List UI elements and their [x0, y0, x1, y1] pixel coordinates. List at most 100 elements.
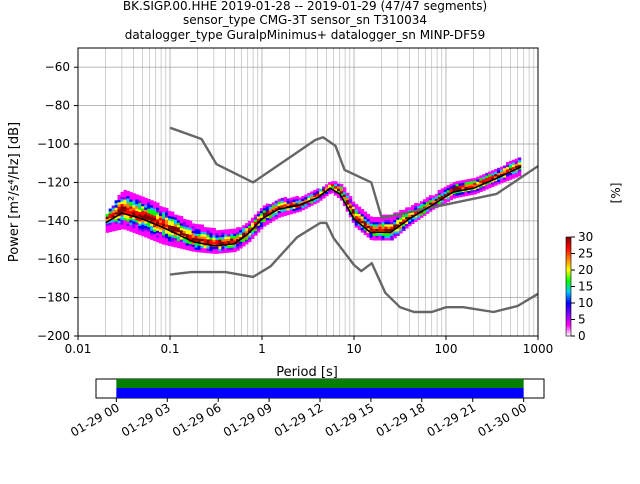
heatmap-cell	[265, 212, 270, 216]
heatmap-cell	[390, 221, 394, 225]
heatmap-cell	[345, 201, 350, 205]
colorbar-tick-label: 5	[578, 313, 586, 327]
heatmap-cell	[176, 217, 181, 221]
heatmap-cell	[120, 208, 124, 211]
heatmap-cell	[215, 246, 219, 250]
heatmap-cell	[191, 230, 196, 234]
heatmap-cell	[351, 220, 356, 223]
heatmap-cell	[248, 234, 252, 238]
heatmap-cell	[245, 223, 249, 226]
heatmap-cell	[135, 224, 139, 228]
heatmap-cell	[476, 188, 480, 191]
timeline-tick-label: 01-29 15	[323, 400, 377, 439]
heatmap-cell	[111, 214, 116, 218]
heatmap-cell	[283, 210, 288, 214]
heatmap-cell	[159, 213, 163, 216]
heatmap-cell	[224, 240, 228, 244]
heatmap-cell	[405, 223, 409, 227]
heatmap-cell	[141, 205, 145, 209]
heatmap-cell	[188, 243, 193, 247]
heatmap-cell	[274, 200, 279, 204]
heatmap-cell	[298, 199, 302, 203]
heatmap-cell	[363, 220, 368, 224]
heatmap-cell	[144, 209, 148, 213]
heatmap-cell	[120, 217, 124, 221]
heatmap-cell	[479, 180, 483, 183]
heatmap-cell	[206, 250, 210, 254]
heatmap-cell	[271, 213, 276, 217]
heatmap-cell	[440, 199, 445, 203]
heatmap-cell	[164, 233, 169, 237]
heatmap-cell	[182, 223, 187, 227]
heatmap-cell	[248, 237, 252, 240]
heatmap-cell	[505, 168, 510, 172]
heatmap-cell	[212, 237, 216, 240]
heatmap-cell	[150, 204, 154, 208]
y-tick-label: −140	[37, 214, 70, 228]
heatmap-cell	[156, 211, 160, 215]
heatmap-cell	[405, 216, 409, 220]
heatmap-cell	[351, 201, 356, 205]
heatmap-cell	[185, 226, 190, 230]
heatmap-cell	[482, 183, 486, 187]
heatmap-cell	[378, 228, 382, 232]
heatmap-cell	[135, 226, 139, 230]
heatmap-cell	[425, 204, 430, 207]
y-tick-label: −200	[37, 329, 70, 343]
timeline-bar	[116, 379, 524, 388]
heatmap-cell	[245, 241, 249, 245]
heatmap-cell	[230, 231, 234, 234]
heatmap-cell	[360, 211, 365, 215]
heatmap-cell	[259, 208, 264, 211]
heatmap-cell	[485, 186, 489, 190]
heatmap-cell	[339, 197, 344, 201]
heatmap-cell	[411, 218, 415, 222]
heatmap-cell	[375, 219, 379, 223]
heatmap-cell	[360, 222, 365, 226]
heatmap-cell	[292, 199, 296, 202]
heatmap-cell	[141, 203, 145, 207]
heatmap-cell	[372, 216, 377, 220]
heatmap-cell	[173, 228, 178, 232]
heatmap-cell	[156, 225, 160, 229]
heatmap-cell	[310, 196, 314, 199]
heatmap-cell	[114, 227, 119, 231]
heatmap-cell	[452, 184, 457, 188]
heatmap-cell	[209, 234, 213, 238]
heatmap-cell	[141, 215, 145, 218]
heatmap-cell	[167, 215, 172, 219]
heatmap-cell	[494, 171, 498, 175]
heatmap-cell	[517, 159, 522, 163]
heatmap-cell	[135, 205, 139, 209]
heatmap-cell	[176, 222, 181, 226]
heatmap-cell	[167, 236, 172, 240]
timeline-tick-label: 01-29 03	[119, 400, 173, 439]
heatmap-cell	[366, 218, 371, 222]
heatmap-cell	[411, 205, 415, 208]
heatmap-cell	[173, 230, 178, 234]
heatmap-cell	[259, 226, 264, 230]
heatmap-cell	[120, 226, 124, 230]
mode-curve	[105, 166, 522, 247]
heatmap-cell	[357, 215, 362, 219]
heatmap-cell	[366, 234, 371, 238]
heatmap-cell	[126, 204, 130, 208]
heatmap-cell	[402, 225, 406, 229]
heatmap-cell	[114, 207, 119, 210]
heatmap-cell	[150, 230, 154, 233]
heatmap-cell	[132, 193, 136, 197]
heatmap-cell	[405, 209, 409, 213]
heatmap-cell	[123, 222, 127, 225]
heatmap-cell	[248, 227, 252, 231]
heatmap-cell	[197, 231, 202, 234]
heatmap-cell	[218, 246, 222, 249]
heatmap-cell	[212, 227, 216, 231]
heatmap-cell	[194, 249, 199, 253]
heatmap-cell	[511, 171, 516, 175]
heatmap-cell	[114, 200, 119, 204]
heatmap-cell	[479, 175, 483, 179]
heatmap-cell	[268, 204, 273, 207]
heatmap-cell	[197, 249, 202, 253]
y-tick-label: −80	[45, 99, 70, 113]
heatmap-cell	[437, 194, 442, 198]
